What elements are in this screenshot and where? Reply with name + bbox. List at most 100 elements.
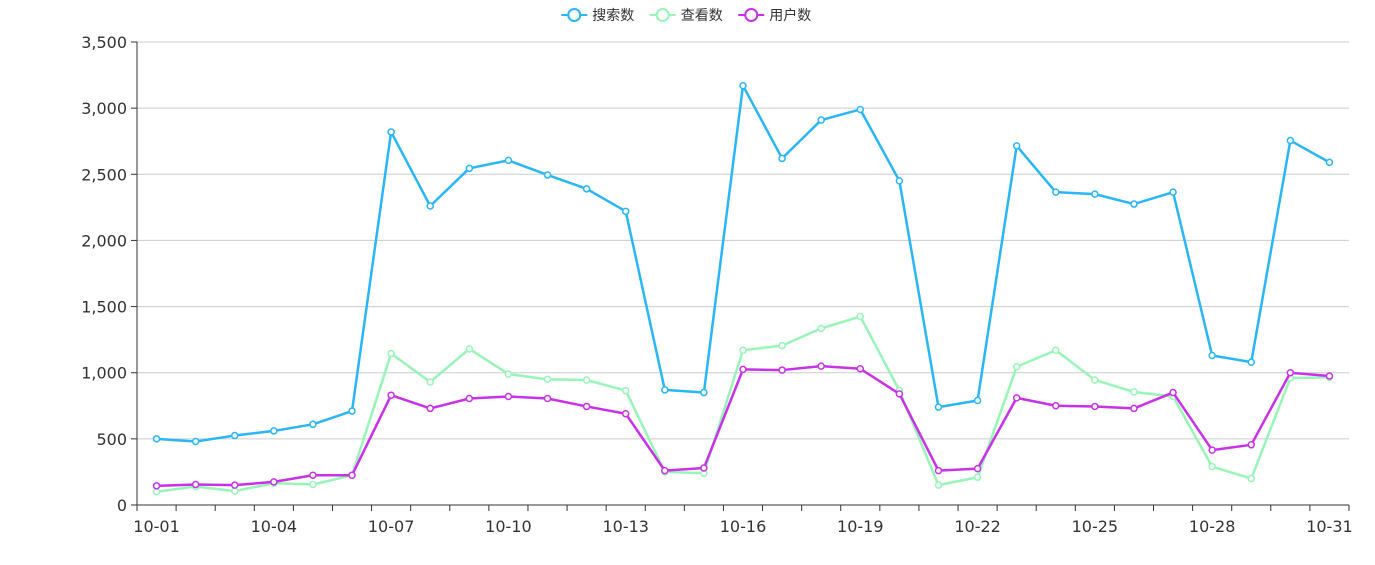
data-point[interactable] xyxy=(1052,188,1060,196)
data-point[interactable] xyxy=(1208,462,1216,471)
data-point[interactable] xyxy=(1208,351,1216,360)
data-point[interactable] xyxy=(661,386,669,394)
data-point[interactable] xyxy=(465,164,474,173)
data-point[interactable] xyxy=(700,464,708,472)
data-point[interactable] xyxy=(1052,346,1060,354)
y-tick-label: 2,500 xyxy=(81,165,127,184)
data-point[interactable] xyxy=(387,349,395,358)
data-point[interactable] xyxy=(973,473,982,481)
legend-label: 搜索数 xyxy=(592,7,634,24)
data-point[interactable] xyxy=(543,375,552,384)
data-point[interactable] xyxy=(1091,190,1099,198)
data-point[interactable] xyxy=(934,481,943,489)
data-point[interactable] xyxy=(348,407,356,415)
data-point[interactable] xyxy=(739,365,747,374)
legend-label: 查看数 xyxy=(681,8,723,24)
data-point[interactable] xyxy=(1247,358,1256,366)
data-point[interactable] xyxy=(426,404,434,413)
data-point[interactable] xyxy=(1208,446,1216,454)
data-point[interactable] xyxy=(817,116,825,124)
data-point[interactable] xyxy=(1325,158,1334,167)
data-point[interactable] xyxy=(1130,388,1138,396)
data-point[interactable] xyxy=(348,471,356,479)
data-point[interactable] xyxy=(465,394,474,403)
data-point[interactable] xyxy=(152,435,161,443)
data-point[interactable] xyxy=(1012,142,1021,150)
data-point[interactable] xyxy=(504,156,513,165)
data-point[interactable] xyxy=(621,207,630,216)
data-point[interactable] xyxy=(856,364,865,373)
data-point[interactable] xyxy=(934,466,943,475)
data-point[interactable] xyxy=(1130,200,1138,208)
series-0 xyxy=(152,81,1334,446)
data-point[interactable] xyxy=(543,171,552,179)
data-point[interactable] xyxy=(582,376,591,384)
x-tick-label: 10-19 xyxy=(837,517,884,536)
data-point[interactable] xyxy=(1091,402,1099,411)
data-point[interactable] xyxy=(270,427,278,435)
data-point[interactable] xyxy=(621,386,630,395)
data-point[interactable] xyxy=(1169,188,1177,196)
legend-item[interactable]: 查看数 xyxy=(649,8,723,24)
data-point[interactable] xyxy=(1091,376,1099,384)
data-point[interactable] xyxy=(973,464,982,473)
data-point[interactable] xyxy=(895,177,904,185)
data-point[interactable] xyxy=(856,312,865,321)
data-point[interactable] xyxy=(504,392,513,401)
data-point[interactable] xyxy=(817,324,825,333)
legend-item[interactable]: 用户数 xyxy=(738,7,811,24)
data-point[interactable] xyxy=(1286,136,1295,145)
series-line xyxy=(156,315,1330,494)
data-point[interactable] xyxy=(778,154,786,163)
data-point[interactable] xyxy=(1052,402,1060,410)
data-point[interactable] xyxy=(465,345,474,353)
legend-item[interactable]: 搜索数 xyxy=(561,7,634,24)
data-point[interactable] xyxy=(934,403,943,411)
data-point[interactable] xyxy=(543,394,552,403)
data-point[interactable] xyxy=(1130,404,1138,413)
data-point[interactable] xyxy=(426,378,434,386)
x-tick-label: 10-31 xyxy=(1306,517,1353,536)
data-point[interactable] xyxy=(387,128,395,136)
data-point[interactable] xyxy=(895,390,904,398)
legend-circle-icon xyxy=(655,8,670,22)
data-point[interactable] xyxy=(1247,474,1256,483)
data-point[interactable] xyxy=(1012,363,1021,371)
x-tick-label: 10-16 xyxy=(720,517,767,536)
y-tick-label: 2,000 xyxy=(81,231,127,250)
data-point[interactable] xyxy=(191,437,200,446)
data-point[interactable] xyxy=(191,480,200,489)
data-point[interactable] xyxy=(661,466,669,475)
data-point[interactable] xyxy=(309,480,317,489)
data-point[interactable] xyxy=(739,81,747,90)
data-point[interactable] xyxy=(582,402,591,411)
data-point[interactable] xyxy=(230,487,239,495)
data-point[interactable] xyxy=(230,481,239,489)
data-point[interactable] xyxy=(973,396,982,405)
data-point[interactable] xyxy=(700,388,708,397)
data-point[interactable] xyxy=(387,391,395,399)
data-point[interactable] xyxy=(582,185,591,193)
y-tick-label: 0 xyxy=(117,496,127,515)
data-point[interactable] xyxy=(309,420,317,429)
data-point[interactable] xyxy=(856,105,865,114)
data-point[interactable] xyxy=(1325,372,1334,380)
data-point[interactable] xyxy=(621,409,630,418)
data-point[interactable] xyxy=(230,431,239,440)
data-point[interactable] xyxy=(739,346,747,354)
data-point[interactable] xyxy=(1012,394,1021,402)
data-point[interactable] xyxy=(152,482,161,490)
data-point[interactable] xyxy=(504,370,513,378)
series-line xyxy=(156,364,1330,488)
data-point[interactable] xyxy=(1169,388,1177,397)
data-point[interactable] xyxy=(1286,368,1295,377)
data-point[interactable] xyxy=(309,471,317,479)
data-point[interactable] xyxy=(152,488,161,496)
data-point[interactable] xyxy=(817,362,825,370)
data-point[interactable] xyxy=(270,478,278,486)
data-point[interactable] xyxy=(778,366,786,374)
data-point[interactable] xyxy=(426,202,434,210)
data-point[interactable] xyxy=(1247,441,1256,449)
legend[interactable]: 搜索数 查看数 用户数 xyxy=(561,7,811,24)
data-point[interactable] xyxy=(778,341,786,350)
